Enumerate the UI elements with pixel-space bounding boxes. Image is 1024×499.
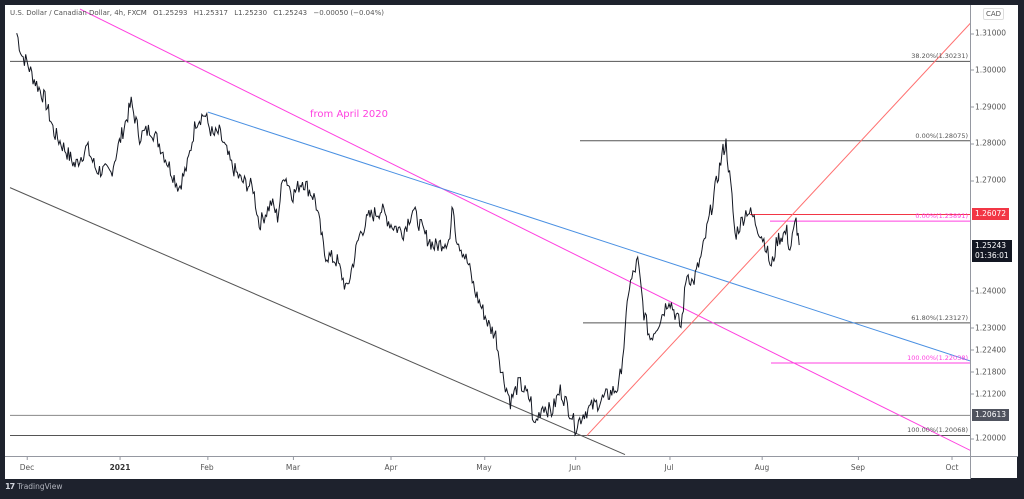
trendline-channel-lower-black[interactable] bbox=[9, 187, 626, 456]
price-tick: 1.23000 bbox=[970, 323, 1007, 333]
footer-branding: 17 TradingView bbox=[5, 482, 62, 491]
price-tick: 1.27000 bbox=[970, 175, 1007, 185]
symbol-name[interactable]: U.S. Dollar / Canadian Dollar, 4h, FXCM bbox=[10, 9, 147, 17]
time-tick: Aug bbox=[754, 457, 770, 472]
current-price-badge: 1.25243 01:36:01 bbox=[972, 239, 1012, 262]
ohlc-close: C1.25243 bbox=[273, 9, 308, 17]
plot-area[interactable]: U.S. Dollar / Canadian Dollar, 4h, FXCM … bbox=[5, 5, 970, 456]
fib-label-fib-61.8: 61.80%(1.23127) bbox=[911, 314, 968, 323]
price-tick: 1.21800 bbox=[970, 367, 1007, 377]
fib-label-fib-0-high: 0.00%(1.28075) bbox=[915, 131, 968, 140]
price-tick: 1.31000 bbox=[970, 28, 1007, 38]
time-tick: Sep bbox=[850, 457, 866, 472]
fib-label-fib-100-magenta: 100.00%(1.22038) bbox=[907, 354, 968, 363]
fib-label-fib-38.2: 38.20%(1.30231) bbox=[911, 52, 968, 61]
trendline-blue-from-feb-high[interactable] bbox=[207, 111, 970, 362]
tradingview-logo-icon: 17 bbox=[5, 482, 15, 491]
price-axis[interactable]: CAD 1.31000 1.30000 1.29000 1.28000 1.27000 1… bbox=[970, 5, 1018, 456]
time-tick: Oct bbox=[945, 457, 959, 472]
ohlc-change: −0.00050 (−0.04%) bbox=[313, 9, 384, 17]
time-axis[interactable]: Dec 2021 Feb Mar Apr May Jun Jul Aug Sep Oct bbox=[5, 456, 970, 479]
time-tick: 2021 bbox=[109, 457, 131, 472]
price-chart-svg[interactable] bbox=[5, 5, 970, 456]
fib-label-fib-0-magenta: 0.00%(1.25891) bbox=[915, 212, 968, 221]
ohlc-open: O1.25293 bbox=[153, 9, 188, 17]
trendline-red-rising-from-june-low[interactable] bbox=[586, 18, 970, 436]
time-tick: Feb bbox=[200, 457, 214, 472]
support-badge: 1.20613 bbox=[972, 409, 1010, 422]
price-series[interactable] bbox=[16, 33, 800, 437]
ohlc-low: L1.25230 bbox=[234, 9, 268, 17]
price-tick: 1.22400 bbox=[970, 345, 1007, 355]
axis-corner bbox=[970, 456, 1018, 479]
currency-label[interactable]: CAD bbox=[983, 8, 1005, 20]
price-tick: 1.21200 bbox=[970, 389, 1007, 399]
time-tick: Mar bbox=[285, 457, 301, 472]
tradingview-brand: TradingView bbox=[17, 482, 63, 491]
price-tick: 1.24000 bbox=[970, 286, 1007, 296]
time-tick: May bbox=[476, 457, 492, 472]
resistance-badge: 1.26072 bbox=[972, 208, 1010, 221]
time-tick: Apr bbox=[384, 457, 398, 472]
price-tick: 1.20000 bbox=[970, 433, 1007, 443]
fib-label-fib-100-low: 100.00%(1.20068) bbox=[907, 426, 968, 435]
price-tick: 1.29000 bbox=[970, 102, 1007, 112]
time-tick: Jun bbox=[569, 457, 581, 472]
ohlc-high: H1.25317 bbox=[193, 9, 228, 17]
price-tick: 1.30000 bbox=[970, 65, 1007, 75]
time-tick: Jul bbox=[664, 457, 674, 472]
time-tick: Dec bbox=[19, 457, 35, 472]
chart-frame: U.S. Dollar / Canadian Dollar, 4h, FXCM … bbox=[5, 5, 1018, 479]
trendline-magenta-from-april-2020[interactable] bbox=[79, 8, 970, 453]
symbol-legend: U.S. Dollar / Canadian Dollar, 4h, FXCM … bbox=[10, 9, 388, 17]
annotation-text[interactable]: from April 2020 bbox=[310, 109, 388, 120]
price-tick: 1.28000 bbox=[970, 138, 1007, 148]
